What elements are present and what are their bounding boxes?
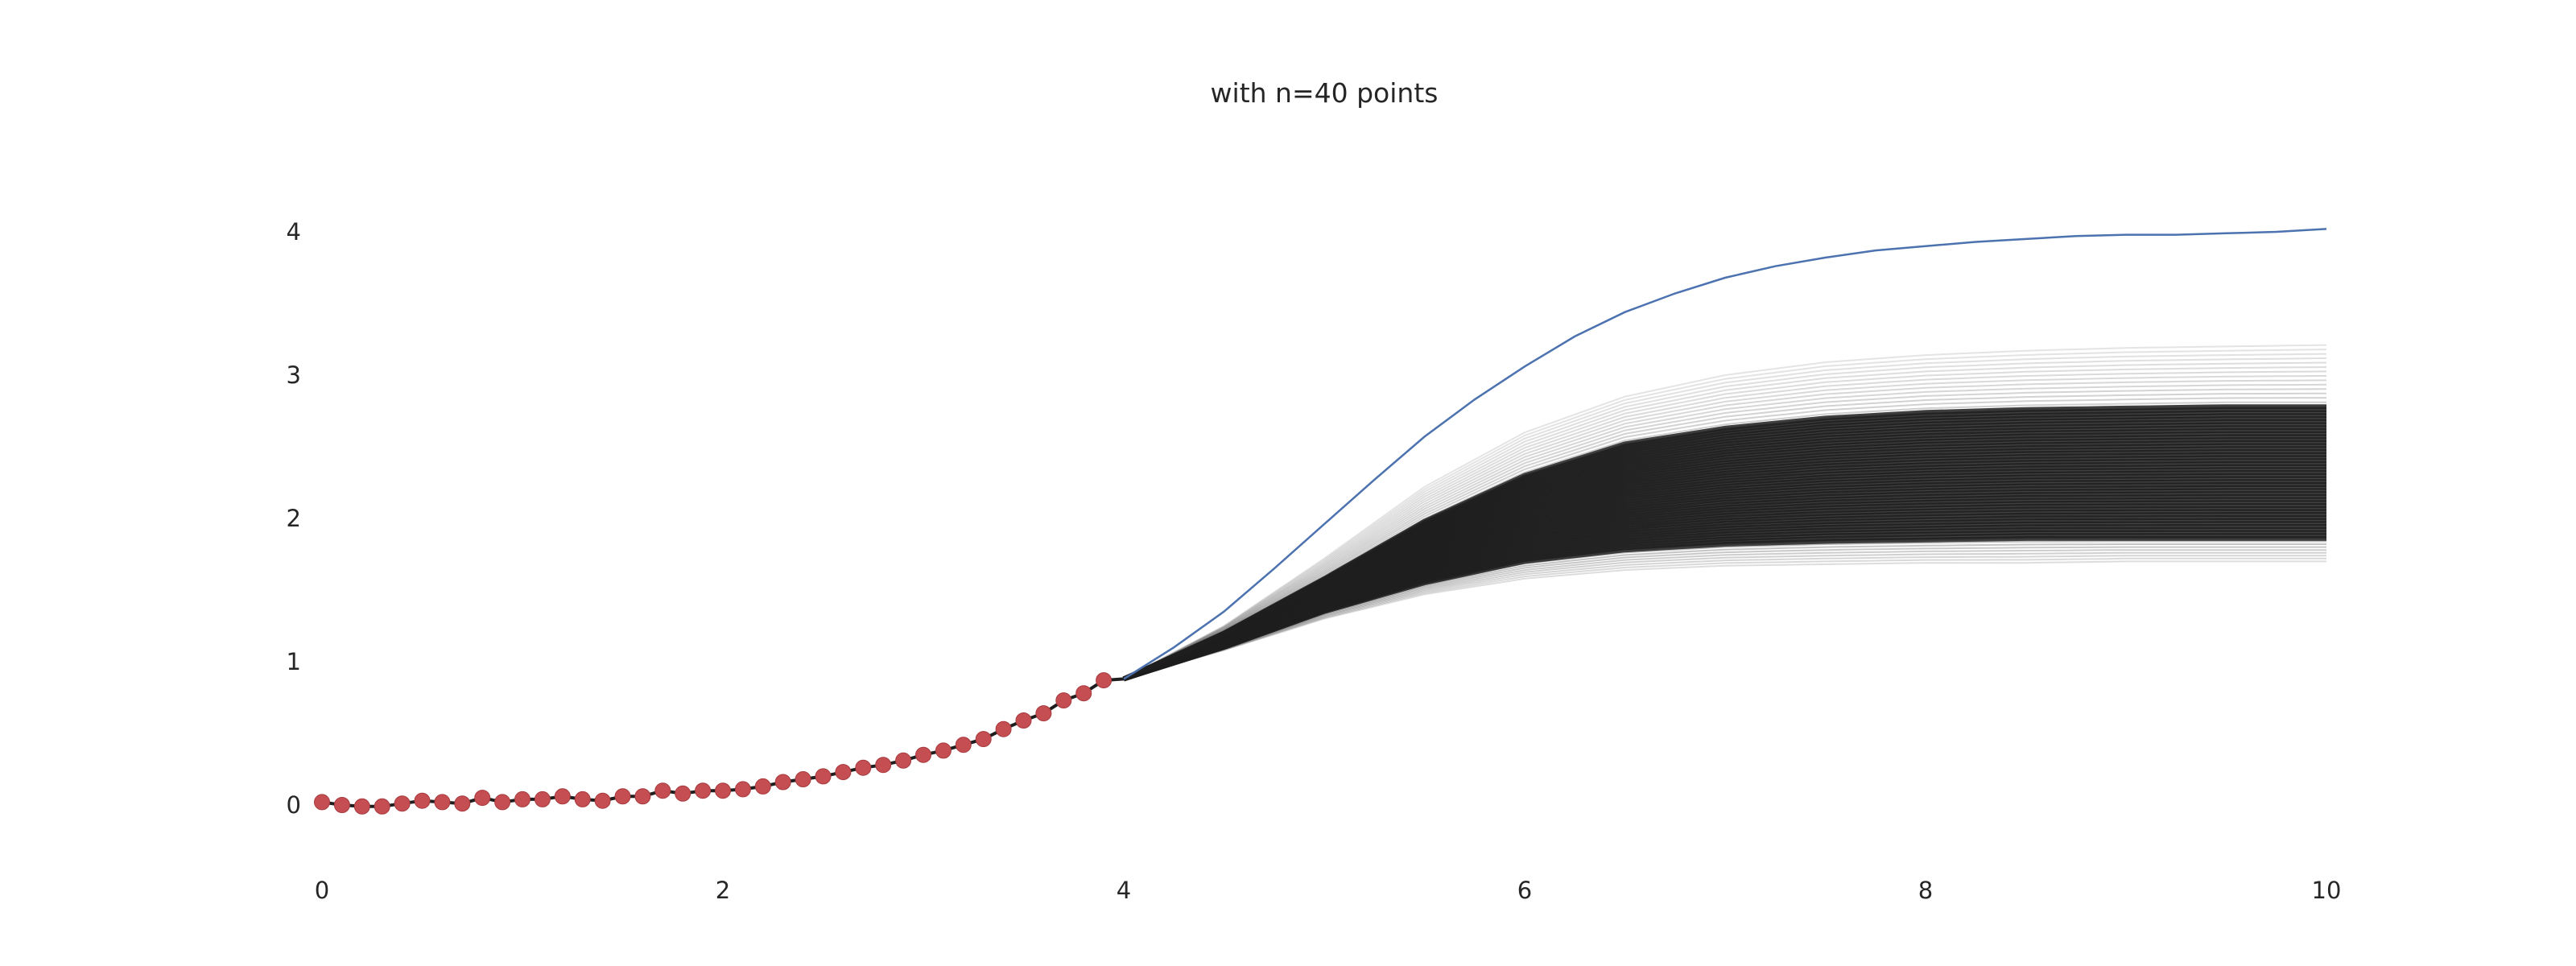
observed-point-22 xyxy=(754,778,771,795)
observed-point-18 xyxy=(675,785,691,802)
posterior-samples xyxy=(321,344,2327,808)
observed-points xyxy=(314,672,1113,815)
observed-point-19 xyxy=(695,782,712,799)
observed-point-6 xyxy=(434,794,451,811)
observed-point-31 xyxy=(935,742,952,759)
observed-point-23 xyxy=(774,774,791,791)
observed-point-36 xyxy=(1035,705,1052,722)
sample-curve-12 xyxy=(1123,353,2327,680)
sample-curve-4 xyxy=(1123,388,2327,680)
sample-curve-2 xyxy=(1123,397,2327,680)
y-tick-label: 3 xyxy=(287,361,301,389)
observed-point-39 xyxy=(1096,672,1113,689)
observed-point-29 xyxy=(895,752,912,769)
x-tick-label: 6 xyxy=(1517,877,1532,904)
x-tick-label: 10 xyxy=(2312,877,2342,904)
observed-point-11 xyxy=(534,791,551,807)
sample-curve-16 xyxy=(1123,557,2326,680)
x-tick-label: 4 xyxy=(1117,877,1131,904)
observed-point-30 xyxy=(915,746,931,763)
x-axis-ticks: 0 2 4 6 8 10 xyxy=(315,877,2342,904)
sample-curve-68 xyxy=(1122,404,2326,682)
observed-point-5 xyxy=(414,792,431,809)
observed-point-27 xyxy=(855,759,872,776)
observed-point-17 xyxy=(654,782,671,799)
sample-curve-6 xyxy=(1123,379,2327,680)
observed-point-35 xyxy=(1015,712,1032,729)
x-tick-label: 2 xyxy=(716,877,730,904)
observed-point-24 xyxy=(795,771,811,787)
observed-point-38 xyxy=(1075,685,1092,702)
y-tick-label: 2 xyxy=(287,505,301,532)
observed-point-10 xyxy=(514,791,530,807)
sample-curve-13 xyxy=(1123,349,2327,680)
sample-curve-15 xyxy=(1123,560,2326,680)
observed-point-15 xyxy=(614,788,631,805)
observed-point-2 xyxy=(353,798,370,815)
observed-point-4 xyxy=(394,795,411,812)
sample-curve-3 xyxy=(1123,392,2326,680)
observed-point-16 xyxy=(634,788,651,805)
y-tick-label: 4 xyxy=(287,218,301,246)
chart-title: with n=40 points xyxy=(1211,77,1439,109)
sample-curve-8 xyxy=(1123,370,2327,680)
sample-curve-9 xyxy=(1123,366,2327,680)
observed-point-20 xyxy=(715,782,731,799)
observed-point-32 xyxy=(955,737,972,753)
observed-point-28 xyxy=(875,757,892,774)
y-axis-ticks: 0 1 2 3 4 xyxy=(287,218,301,819)
y-tick-label: 1 xyxy=(287,648,301,675)
observed-point-33 xyxy=(975,731,992,748)
x-tick-label: 8 xyxy=(1918,877,1933,904)
observed-point-26 xyxy=(835,764,852,781)
true-curve-line xyxy=(1123,228,2327,680)
sample-curve-11 xyxy=(1123,357,2327,680)
observed-point-13 xyxy=(574,791,591,807)
observed-point-25 xyxy=(815,768,832,785)
observed-point-0 xyxy=(314,794,330,811)
sample-curve-18 xyxy=(1123,551,2326,680)
observed-point-8 xyxy=(474,790,491,807)
observed-point-7 xyxy=(454,795,471,812)
observed-point-14 xyxy=(594,792,611,809)
y-tick-label: 0 xyxy=(287,791,301,819)
sample-curve-17 xyxy=(1123,555,2326,680)
observed-point-3 xyxy=(374,798,390,815)
true-curve-layer xyxy=(1123,228,2327,680)
x-tick-label: 0 xyxy=(315,877,329,904)
observed-point-21 xyxy=(734,781,751,798)
sample-curve-5 xyxy=(1123,383,2327,680)
observed-point-12 xyxy=(554,788,571,805)
observed-point-37 xyxy=(1055,692,1072,709)
sample-curve-14 xyxy=(1123,344,2327,680)
observed-point-9 xyxy=(494,794,511,811)
sample-curve-7 xyxy=(1123,374,2327,680)
sample-curve-19 xyxy=(1123,549,2326,680)
observed-point-34 xyxy=(995,720,1012,737)
observed-point-1 xyxy=(333,797,350,813)
sample-curve-10 xyxy=(1123,361,2327,680)
sample-curve-20 xyxy=(1123,546,2326,680)
